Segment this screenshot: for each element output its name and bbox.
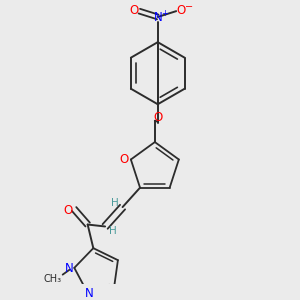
Text: N: N (65, 262, 74, 275)
Text: O: O (119, 153, 129, 166)
Text: N: N (153, 11, 162, 24)
Text: N: N (85, 287, 94, 300)
Text: O: O (176, 4, 186, 17)
Text: H: H (111, 198, 119, 208)
Text: H: H (109, 226, 117, 236)
Text: O: O (130, 4, 139, 17)
Text: O: O (153, 111, 162, 124)
Text: O: O (64, 205, 73, 218)
Text: −: − (185, 2, 193, 12)
Text: CH₃: CH₃ (44, 274, 62, 284)
Text: +: + (161, 9, 168, 18)
